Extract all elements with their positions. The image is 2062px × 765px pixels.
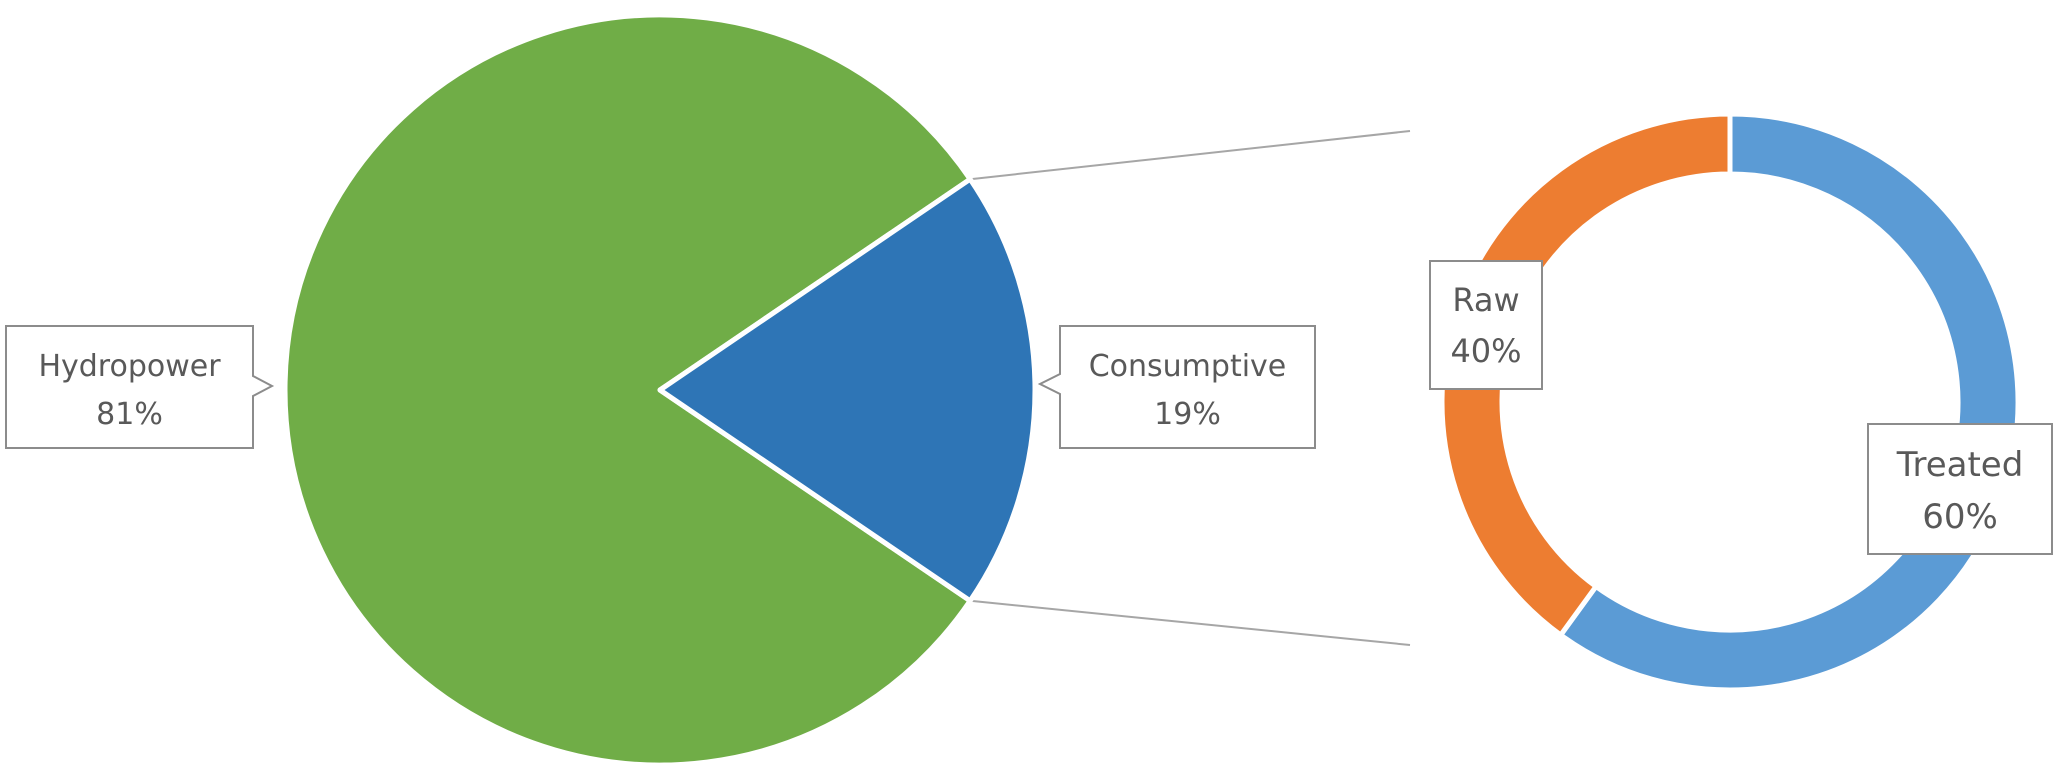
label-raw: Raw 40%	[1429, 260, 1543, 390]
label-hydropower-name: Hydropower	[38, 349, 221, 384]
label-hydropower-box	[5, 325, 275, 449]
connector-line-bottom	[970, 599, 1411, 646]
connector-lines	[970, 130, 1411, 646]
label-raw-name: Raw	[1452, 281, 1519, 319]
label-consumptive-box	[1037, 325, 1316, 449]
slice-hydropower	[282, 12, 973, 765]
label-raw-box	[1429, 260, 1543, 390]
connector-line-top	[970, 130, 1411, 181]
label-hydropower-value: 81%	[96, 397, 163, 432]
label-consumptive-name: Consumptive	[1089, 349, 1287, 384]
label-hydropower: Hydropower 81%	[5, 325, 275, 449]
label-raw-value: 40%	[1450, 332, 1521, 370]
main-pie	[282, 12, 1038, 765]
ring-slice-treated	[1557, 111, 2021, 693]
slice-consumptive	[657, 176, 1038, 604]
label-treated: Treated 60%	[1867, 423, 2053, 555]
label-treated-name: Treated	[1896, 445, 2024, 485]
label-treated-value: 60%	[1922, 497, 1998, 537]
label-treated-box	[1867, 423, 2053, 555]
data-labels: Hydropower 81% Consumptive 19% Raw 40% Treated…	[5, 260, 2053, 555]
ring-slice-raw	[1439, 111, 1733, 639]
secondary-donut	[1439, 111, 2021, 693]
label-consumptive-value: 19%	[1154, 397, 1221, 432]
label-consumptive: Consumptive 19%	[1037, 325, 1316, 449]
